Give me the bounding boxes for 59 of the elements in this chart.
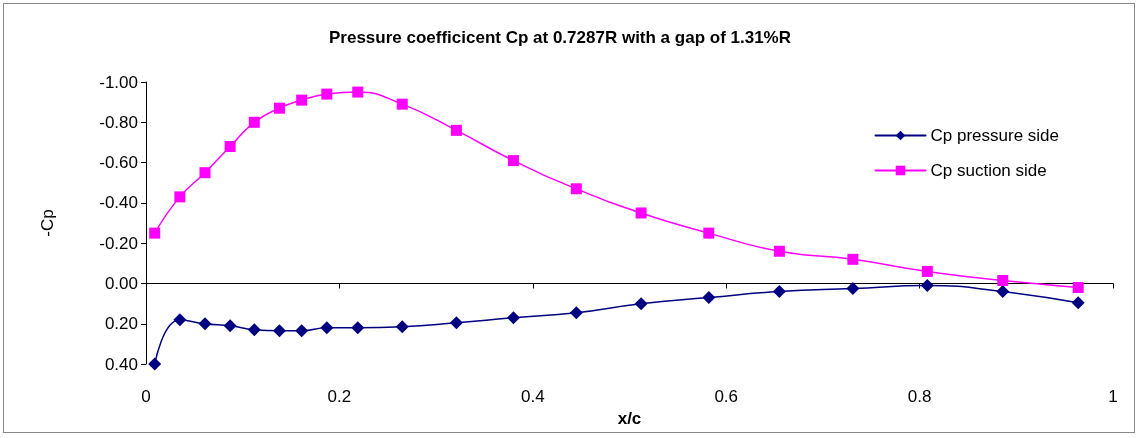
- point: [1072, 282, 1084, 294]
- point: [224, 140, 236, 152]
- point: [996, 285, 1010, 299]
- point: [321, 88, 333, 100]
- legend-label: Cp pressure side: [930, 126, 1060, 145]
- point: [570, 183, 582, 195]
- y-tick-label: -0.20: [99, 233, 138, 253]
- point: [352, 86, 364, 98]
- x-tick-label: 0.2: [327, 387, 352, 407]
- point: [635, 207, 647, 219]
- point: [506, 311, 520, 325]
- point: [507, 155, 519, 167]
- point: [273, 102, 285, 114]
- point: [272, 324, 286, 338]
- point: [703, 227, 715, 239]
- y-tick-label: -0.80: [99, 112, 138, 132]
- point: [396, 98, 408, 110]
- point: [248, 116, 260, 128]
- point: [320, 321, 334, 335]
- x-axis-title: x/c: [617, 409, 642, 428]
- y-tick-label: 0.00: [104, 274, 138, 293]
- point: [921, 265, 933, 277]
- x-tick-label: 0.4: [520, 387, 545, 407]
- x-tick-label: 0.6: [714, 387, 739, 407]
- point: [702, 291, 716, 305]
- point: [772, 285, 786, 299]
- point: [198, 317, 212, 331]
- point: [569, 306, 583, 320]
- point: [773, 245, 785, 257]
- point: [997, 274, 1009, 286]
- point: [173, 313, 187, 327]
- point: [634, 297, 648, 311]
- x-tick-label: 0: [141, 387, 151, 407]
- point: [148, 357, 162, 371]
- point: [149, 227, 161, 239]
- point: [846, 282, 860, 296]
- point: [395, 320, 409, 334]
- y-axis-title: -Cp: [38, 209, 57, 237]
- x-tick-label: 0.8: [907, 387, 932, 407]
- point: [223, 319, 237, 333]
- point: [199, 167, 211, 179]
- x-tick-label: 1: [1108, 387, 1118, 407]
- point: [295, 324, 309, 338]
- y-tick-label: -0.40: [99, 193, 138, 213]
- point: [920, 279, 934, 293]
- point: [450, 124, 462, 136]
- point: [847, 253, 859, 265]
- legend-label: Cp suction side: [930, 161, 1047, 180]
- point: [296, 94, 308, 106]
- y-tick-label: 0.40: [104, 354, 138, 374]
- point: [1071, 296, 1085, 310]
- y-tick-label: -0.60: [99, 153, 138, 173]
- point: [449, 316, 463, 330]
- y-tick-label: 0.20: [104, 314, 138, 334]
- y-tick-label: -1.00: [99, 72, 138, 92]
- point: [174, 191, 186, 203]
- chart-title: Pressure coefficicent Cp at 0.7287R with a gap of 1.31%R: [329, 28, 791, 47]
- point: [351, 321, 365, 335]
- point: [247, 323, 261, 337]
